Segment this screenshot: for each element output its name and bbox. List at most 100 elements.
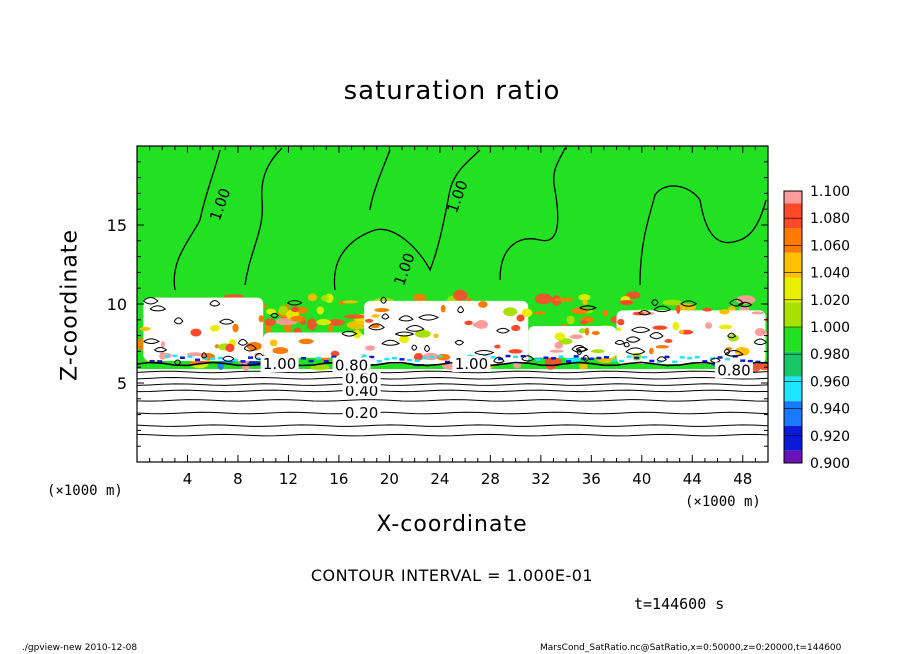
band-contour-line <box>623 341 630 348</box>
band-color-blob <box>139 326 151 332</box>
band-blue-rim <box>558 355 564 358</box>
band-color-blob <box>580 320 588 325</box>
band-color-blob <box>521 308 533 318</box>
contour-line-upper-3 <box>499 147 566 281</box>
contour-line-upper-4 <box>639 185 767 286</box>
band-color-blob <box>625 291 641 299</box>
band-color-blob <box>232 323 239 333</box>
band-color-blob <box>662 299 683 306</box>
band-contour-line <box>222 355 235 362</box>
band-blue-rim <box>679 356 685 359</box>
band-blue-rim <box>323 360 329 363</box>
band-color-blob <box>619 299 634 306</box>
band-blue-rim <box>717 356 723 359</box>
contour-line-upper-5 <box>369 149 391 211</box>
band-color-blob <box>704 322 713 329</box>
band-contour-line <box>173 317 184 325</box>
turbulent-band <box>137 289 768 373</box>
x-tick-label: 16 <box>329 470 348 488</box>
band-blue-rim <box>588 357 594 361</box>
band-blue-rim <box>232 358 238 362</box>
colorbar-swatch <box>784 401 802 426</box>
colorbar-swatch <box>784 228 802 253</box>
band-blue-rim <box>422 356 428 360</box>
band-blue-rim <box>308 359 314 363</box>
band-contour-line <box>710 357 721 364</box>
band-color-blob <box>415 329 431 338</box>
band-color-blob <box>330 350 340 357</box>
band-color-blob <box>190 328 202 337</box>
band-blue-rim <box>649 359 655 363</box>
band-color-blob <box>413 353 424 361</box>
y-tick-label: 15 <box>107 216 127 235</box>
band-color-blob <box>307 293 318 302</box>
band-contour-line <box>368 323 385 331</box>
band-blue-rim <box>210 357 216 360</box>
band-color-blob <box>223 294 245 299</box>
band-contour-line <box>454 339 465 346</box>
band-blue-rim <box>656 360 662 364</box>
band-contour-line <box>753 338 768 346</box>
band-color-blob <box>549 349 564 353</box>
x-tick-label: 32 <box>531 470 550 488</box>
stratified-contour-line <box>137 399 768 402</box>
band-color-blob <box>433 333 439 339</box>
band-color-blob <box>316 319 332 326</box>
band-blue-rim <box>702 360 708 363</box>
band-color-blob <box>508 349 523 354</box>
band-contour-line <box>201 352 208 359</box>
band-color-blob <box>718 324 733 330</box>
contour-line-1-00 <box>137 361 768 367</box>
contour-label-bg <box>714 362 753 379</box>
colorbar-label: 0.960 <box>810 374 850 390</box>
band-color-blob <box>759 361 768 371</box>
band-blue-rim <box>581 357 587 360</box>
x-tick-label: 20 <box>380 470 399 488</box>
band-color-blob <box>225 343 235 353</box>
band-color-blob <box>591 330 600 336</box>
band-contour-line <box>680 300 698 307</box>
x-tick-label: 12 <box>279 470 298 488</box>
band-blue-rim <box>248 356 254 359</box>
band-color-blob <box>655 345 669 349</box>
band-color-blob <box>652 325 668 330</box>
colorbar-swatch <box>784 327 802 352</box>
x-tick-label: 36 <box>582 470 601 488</box>
band-color-blob <box>328 324 333 332</box>
band-color-blob <box>728 306 736 312</box>
band-blue-rim <box>172 354 178 358</box>
band-color-blob <box>290 306 300 313</box>
colorbar-label: 0.900 <box>810 456 850 472</box>
contour-label-bg <box>260 356 299 373</box>
band-blue-rim <box>361 354 367 358</box>
band-contour-line <box>521 355 535 362</box>
colorbar: 1.100 1.080 1.060 1.040 1.020 1.000 0.980 0.960… <box>783 184 850 472</box>
x-axis-label: X-coordinate <box>376 512 528 537</box>
band-color-blob <box>306 318 317 331</box>
band-blue-rim <box>179 356 185 359</box>
band-color-blob <box>569 334 583 339</box>
band-color-blob <box>751 311 764 315</box>
footer-left: ./gpview-new 2010-12-08 <box>22 643 138 653</box>
band-blue-rim <box>217 356 223 360</box>
band-color-blob <box>578 328 587 334</box>
band-color-blob <box>346 320 369 330</box>
contour-label-bg <box>452 356 491 373</box>
band-blue-rim <box>641 355 647 359</box>
band-blue-rim <box>740 359 746 362</box>
band-blue-rim <box>725 357 731 361</box>
band-color-blob <box>353 329 362 339</box>
band-blue-rim <box>240 360 246 363</box>
band-contour-line <box>398 315 414 322</box>
x-tick-label: 28 <box>481 470 500 488</box>
y-axis-label: Z-coordinate <box>57 229 83 381</box>
band-contour-line <box>625 347 646 355</box>
band-color-blob <box>278 305 289 316</box>
band-color-blob <box>264 323 272 335</box>
band-color-blob <box>582 299 588 306</box>
x-axis: 4 8 12 16 20 24 28 32 36 40 44 48 <box>149 146 756 488</box>
band-contour-line <box>149 305 167 312</box>
band-contour-line <box>571 344 587 353</box>
band-contour-line <box>649 331 664 340</box>
contour-line-upper-2 <box>333 149 481 291</box>
